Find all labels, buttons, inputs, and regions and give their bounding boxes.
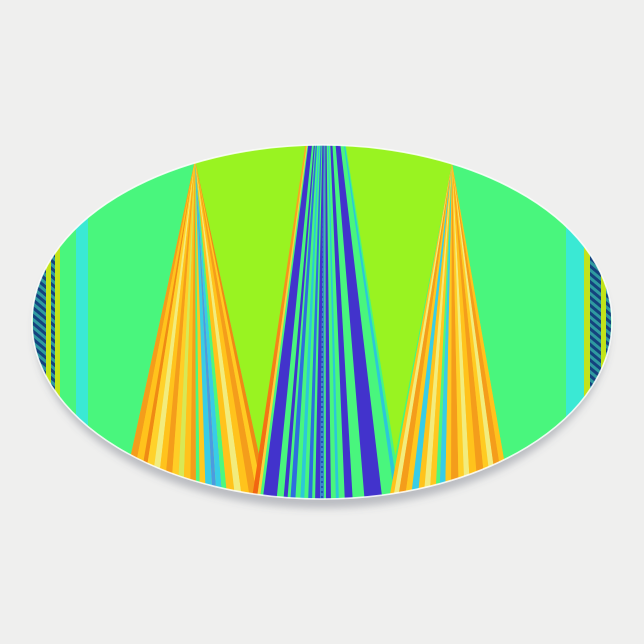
oval-sticker-image <box>31 144 613 508</box>
product-mockup <box>31 144 613 508</box>
